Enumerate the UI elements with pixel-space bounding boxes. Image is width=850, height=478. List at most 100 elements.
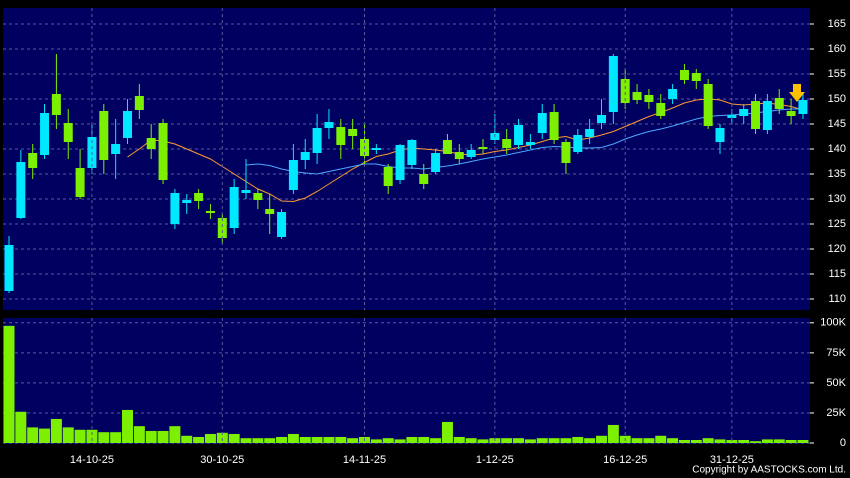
candle-body xyxy=(158,123,168,180)
candle-body xyxy=(573,135,583,152)
candle-body xyxy=(431,153,441,172)
y-tick-label: 50K xyxy=(826,377,846,389)
y-tick-label: 110 xyxy=(828,293,846,305)
x-tick-label: 1-12-25 xyxy=(476,454,514,466)
candle-body xyxy=(123,111,132,138)
candle-body xyxy=(111,144,121,154)
volume-bar xyxy=(750,441,762,443)
candle-body xyxy=(597,115,606,123)
x-tick-label: 14-10-25 xyxy=(70,454,114,466)
plot xyxy=(3,8,810,444)
candle-body xyxy=(99,111,109,160)
volume-bar xyxy=(133,426,145,443)
volume-bar xyxy=(86,429,98,443)
volume-bar xyxy=(513,438,525,443)
candle-body xyxy=(229,187,239,228)
candle-body xyxy=(691,73,701,81)
candle-body xyxy=(75,168,85,197)
candle-body xyxy=(40,113,50,155)
candle-body xyxy=(561,142,571,163)
volume-bar xyxy=(761,439,773,443)
volume-bar xyxy=(702,438,714,443)
candle-body xyxy=(205,211,215,213)
candle-body xyxy=(703,84,713,126)
candle-body xyxy=(502,139,512,148)
y-tick-label: 155 xyxy=(828,68,846,80)
y-tick-label: 125 xyxy=(828,218,846,230)
volume-bar xyxy=(347,438,359,443)
y-tick-label: 150 xyxy=(828,93,846,105)
y-tick-label: 140 xyxy=(828,143,846,155)
x-tick-label: 30-10-25 xyxy=(200,454,244,466)
volume-bar xyxy=(228,433,240,443)
y-tick-label: 165 xyxy=(828,18,846,30)
volume-bar xyxy=(287,433,299,443)
candle-body xyxy=(679,70,689,80)
volume-bar xyxy=(122,409,133,443)
volume-bar xyxy=(216,432,228,443)
volume-bar xyxy=(572,436,584,443)
volume-bar xyxy=(607,424,619,443)
y-tick-label: 120 xyxy=(828,243,846,255)
candle-body xyxy=(514,125,524,145)
latest-arrow xyxy=(789,84,805,102)
y-tick-label: 0 xyxy=(840,437,846,449)
volume-bar xyxy=(15,411,27,443)
volume-bar xyxy=(264,438,276,443)
candle-body xyxy=(170,193,180,224)
volume-bar xyxy=(276,436,288,443)
y-tick-label: 100K xyxy=(820,317,846,329)
y-tick-label: 160 xyxy=(828,43,846,55)
x-tick-label: 31-12-25 xyxy=(710,454,754,466)
price-panel xyxy=(3,8,810,310)
candle-body xyxy=(383,167,393,186)
candle-body xyxy=(798,100,808,114)
candle-body xyxy=(348,129,358,136)
candle-body xyxy=(288,160,298,190)
volume-bar xyxy=(98,432,110,443)
candle-body xyxy=(28,153,38,168)
volume-bar xyxy=(667,438,679,443)
candle-body xyxy=(146,138,156,149)
candle-body xyxy=(16,162,26,218)
volume-bar xyxy=(465,438,477,443)
candle-body xyxy=(715,128,725,142)
candle-body xyxy=(585,129,595,137)
candle-body xyxy=(63,123,73,142)
volume-bar xyxy=(584,438,596,443)
volume-bar xyxy=(797,439,809,443)
candle-body xyxy=(608,56,618,112)
candle-body xyxy=(217,218,227,238)
volume-bar xyxy=(524,439,536,443)
candle-body xyxy=(253,193,263,200)
candle-body xyxy=(241,190,251,193)
volume-bar xyxy=(726,439,738,443)
volume-bar xyxy=(50,418,62,443)
candle-body xyxy=(774,98,784,109)
volume-bar xyxy=(145,430,157,443)
volume-bar xyxy=(690,439,702,443)
candle-body xyxy=(4,245,14,291)
volume-bar xyxy=(110,432,122,443)
candle-body xyxy=(454,152,464,159)
volume-bar xyxy=(631,438,643,443)
y-tick-label: 135 xyxy=(828,168,846,180)
volume-bar xyxy=(204,433,216,443)
candle-body xyxy=(336,127,346,145)
volume-bar xyxy=(39,428,51,443)
volume-bar xyxy=(430,438,442,443)
candle-body xyxy=(762,101,772,130)
volume-bar xyxy=(643,438,655,443)
volume-bar xyxy=(394,439,406,443)
candle-body xyxy=(644,95,654,102)
candle-body xyxy=(656,103,666,116)
candle-body xyxy=(395,145,405,180)
volume-bar xyxy=(3,325,15,443)
candle-body xyxy=(668,89,678,99)
x-tick-label: 16-12-25 xyxy=(603,454,647,466)
candle-body xyxy=(51,94,61,115)
volume-bar xyxy=(773,439,785,443)
candle-body xyxy=(478,147,488,149)
volume-bar xyxy=(252,438,264,443)
volume-bar xyxy=(678,439,690,443)
